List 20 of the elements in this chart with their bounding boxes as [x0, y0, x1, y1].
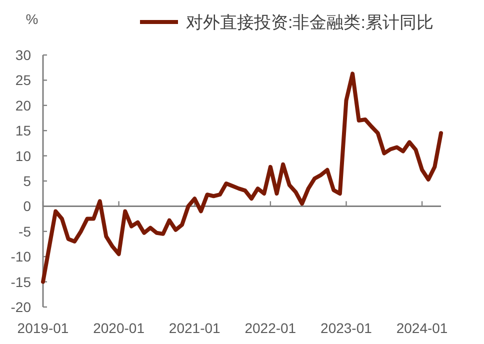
y-tick-label: -20 [10, 299, 32, 315]
x-tick-label: 2020-01 [93, 320, 145, 336]
x-tick-label: 2021-01 [168, 320, 221, 336]
y-tick-label: 15 [15, 122, 32, 139]
x-tick-label: 2023-01 [320, 320, 372, 336]
x-tick-label: 2024-01 [396, 320, 448, 336]
y-tick-label: -15 [10, 274, 32, 290]
y-tick-label: 20 [15, 97, 32, 114]
y-tick-label: 0 [23, 198, 32, 214]
y-tick-label: 30 [15, 47, 32, 63]
y-tick-label: 25 [15, 72, 32, 88]
y-tick-label: 10 [15, 148, 32, 164]
y-tick-label: 5 [23, 173, 32, 189]
x-tick-label: 2019-01 [17, 320, 69, 336]
line-series [41, 72, 443, 284]
x-tick-label: 2022-01 [244, 320, 296, 336]
y-tick-label: -5 [18, 223, 32, 240]
legend-label: 对外直接投资:非金融类:累计同比 [186, 13, 434, 32]
y-tick-label: -10 [10, 248, 32, 265]
y-axis-title: % [26, 11, 38, 27]
